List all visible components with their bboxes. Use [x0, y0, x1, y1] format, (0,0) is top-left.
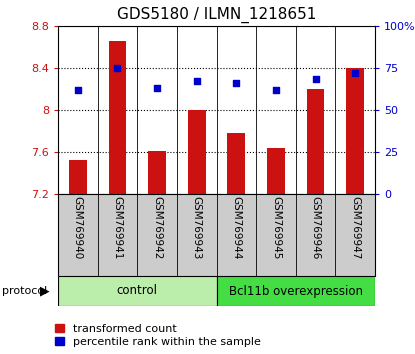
Point — [352, 70, 359, 75]
Text: control: control — [117, 285, 158, 297]
Text: GSM769946: GSM769946 — [310, 196, 320, 260]
Point — [75, 87, 81, 92]
Bar — [148, 151, 166, 194]
Bar — [227, 133, 245, 194]
Text: protocol: protocol — [2, 286, 47, 296]
Point — [114, 65, 121, 70]
Point — [273, 87, 279, 92]
Text: GSM769942: GSM769942 — [152, 196, 162, 260]
Point — [193, 78, 200, 84]
Text: GSM769947: GSM769947 — [350, 196, 360, 260]
Point — [312, 76, 319, 82]
Point — [154, 85, 160, 91]
Bar — [307, 89, 325, 194]
Text: GSM769943: GSM769943 — [192, 196, 202, 260]
Bar — [188, 110, 205, 194]
Text: Bcl11b overexpression: Bcl11b overexpression — [229, 285, 363, 297]
Text: GSM769945: GSM769945 — [271, 196, 281, 260]
Text: GSM769944: GSM769944 — [231, 196, 241, 260]
Point — [233, 80, 239, 86]
Text: ▶: ▶ — [40, 285, 50, 297]
Bar — [346, 68, 364, 194]
Bar — [69, 160, 87, 194]
Bar — [217, 276, 375, 306]
Bar — [108, 41, 126, 194]
Bar — [267, 148, 285, 194]
Title: GDS5180 / ILMN_1218651: GDS5180 / ILMN_1218651 — [117, 7, 316, 23]
Text: GSM769940: GSM769940 — [73, 196, 83, 260]
Text: GSM769941: GSM769941 — [112, 196, 122, 260]
Bar — [58, 276, 217, 306]
Legend: transformed count, percentile rank within the sample: transformed count, percentile rank withi… — [55, 324, 261, 347]
